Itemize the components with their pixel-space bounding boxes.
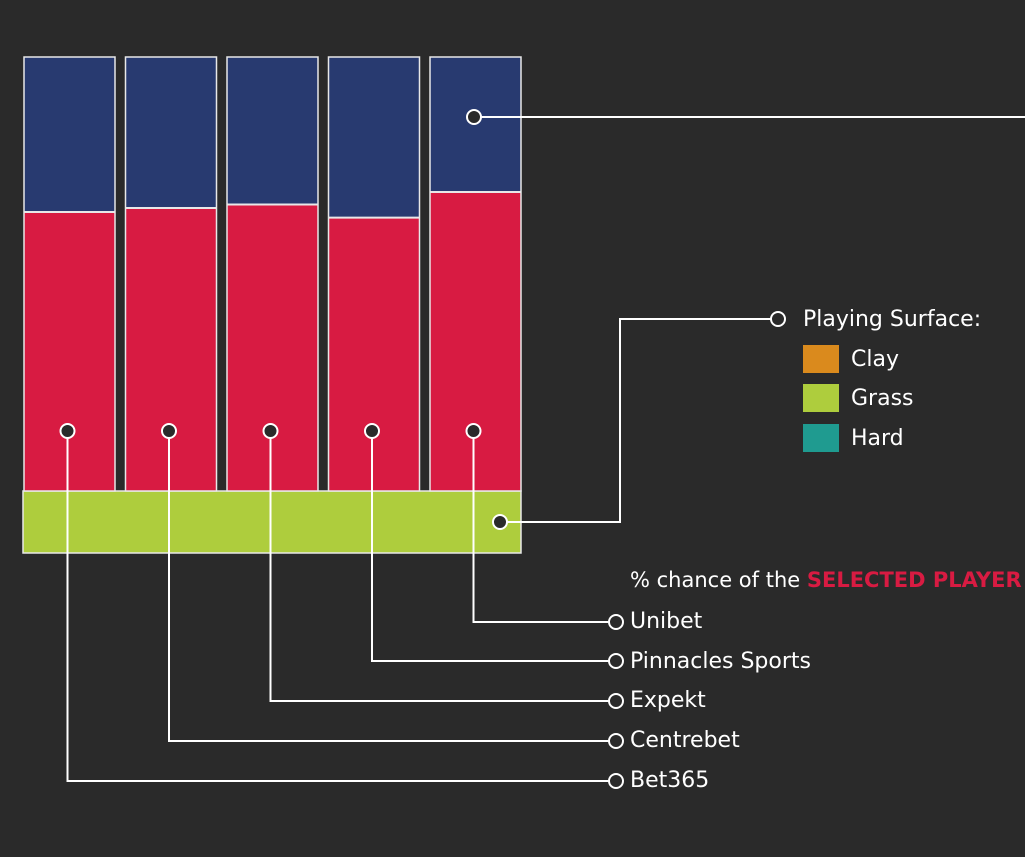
legend-marker <box>770 311 786 327</box>
label-marker-expekt <box>608 693 624 709</box>
bar-segment-bottom-unibet <box>430 191 521 491</box>
bookmaker-label-bet365: Bet365 <box>630 768 710 793</box>
bookmaker-label-unibet: Unibet <box>630 609 703 634</box>
bar-outline-centrebet <box>124 56 218 492</box>
label-marker-centrebet <box>608 733 624 749</box>
bookmaker-label-expekt: Expekt <box>630 688 706 713</box>
surface-bar-grass <box>22 490 522 554</box>
bookmaker-label-centrebet: Centrebet <box>630 728 740 753</box>
leader-line-bet365 <box>66 431 609 782</box>
bar-marker-unibet <box>465 423 482 439</box>
bar-marker-pinnacles-sports <box>364 423 380 439</box>
bar-segment-top-pinnacles-sports <box>328 57 420 218</box>
bar-segment-bottom-pinnacles-sports <box>328 217 420 491</box>
caption-prefix: % chance of the <box>630 568 807 592</box>
leader-line-unibet <box>472 431 609 623</box>
legend-label-hard: Hard <box>851 426 904 451</box>
bar-outline-bet365 <box>23 56 116 492</box>
surface-marker <box>492 514 508 530</box>
bar-outline-unibet <box>429 56 522 492</box>
leader-line-pinnacles-sports <box>371 431 609 662</box>
bar-segment-bottom-expekt <box>227 204 318 491</box>
legend-swatch-grass <box>803 384 839 412</box>
bar-marker-expekt <box>262 423 279 439</box>
bar-outline-expekt <box>226 56 319 492</box>
chart-caption: % chance of the SELECTED PLAYER <box>630 570 1022 591</box>
leader-line-centrebet <box>168 431 609 742</box>
bar-segment-bottom-centrebet <box>125 208 217 492</box>
label-marker-pinnacles-sports <box>608 653 624 669</box>
bar-segment-top-bet365 <box>24 57 115 212</box>
surface-leader-line <box>500 318 771 523</box>
bookmaker-label-pinnacles-sports: Pinnacles Sports <box>630 649 811 674</box>
legend-label-grass: Grass <box>851 386 914 411</box>
bar-outline-pinnacles-sports <box>327 56 421 492</box>
legend-swatch-hard <box>803 424 839 452</box>
legend-title: Playing Surface: <box>803 307 982 332</box>
bar-segment-bottom-bet365 <box>24 211 115 492</box>
bar-marker-centrebet <box>161 423 177 439</box>
label-marker-unibet <box>608 614 624 630</box>
caption-highlight: SELECTED PLAYER <box>806 568 1022 592</box>
bar-segment-top-centrebet <box>125 57 217 209</box>
top-annotation-marker <box>466 109 482 125</box>
bar-marker-bet365 <box>59 423 76 439</box>
legend-label-clay: Clay <box>851 347 899 372</box>
label-marker-bet365 <box>608 773 624 789</box>
legend-swatch-clay <box>803 345 839 373</box>
leader-line-expekt <box>269 431 609 702</box>
bar-segment-top-expekt <box>227 57 318 205</box>
